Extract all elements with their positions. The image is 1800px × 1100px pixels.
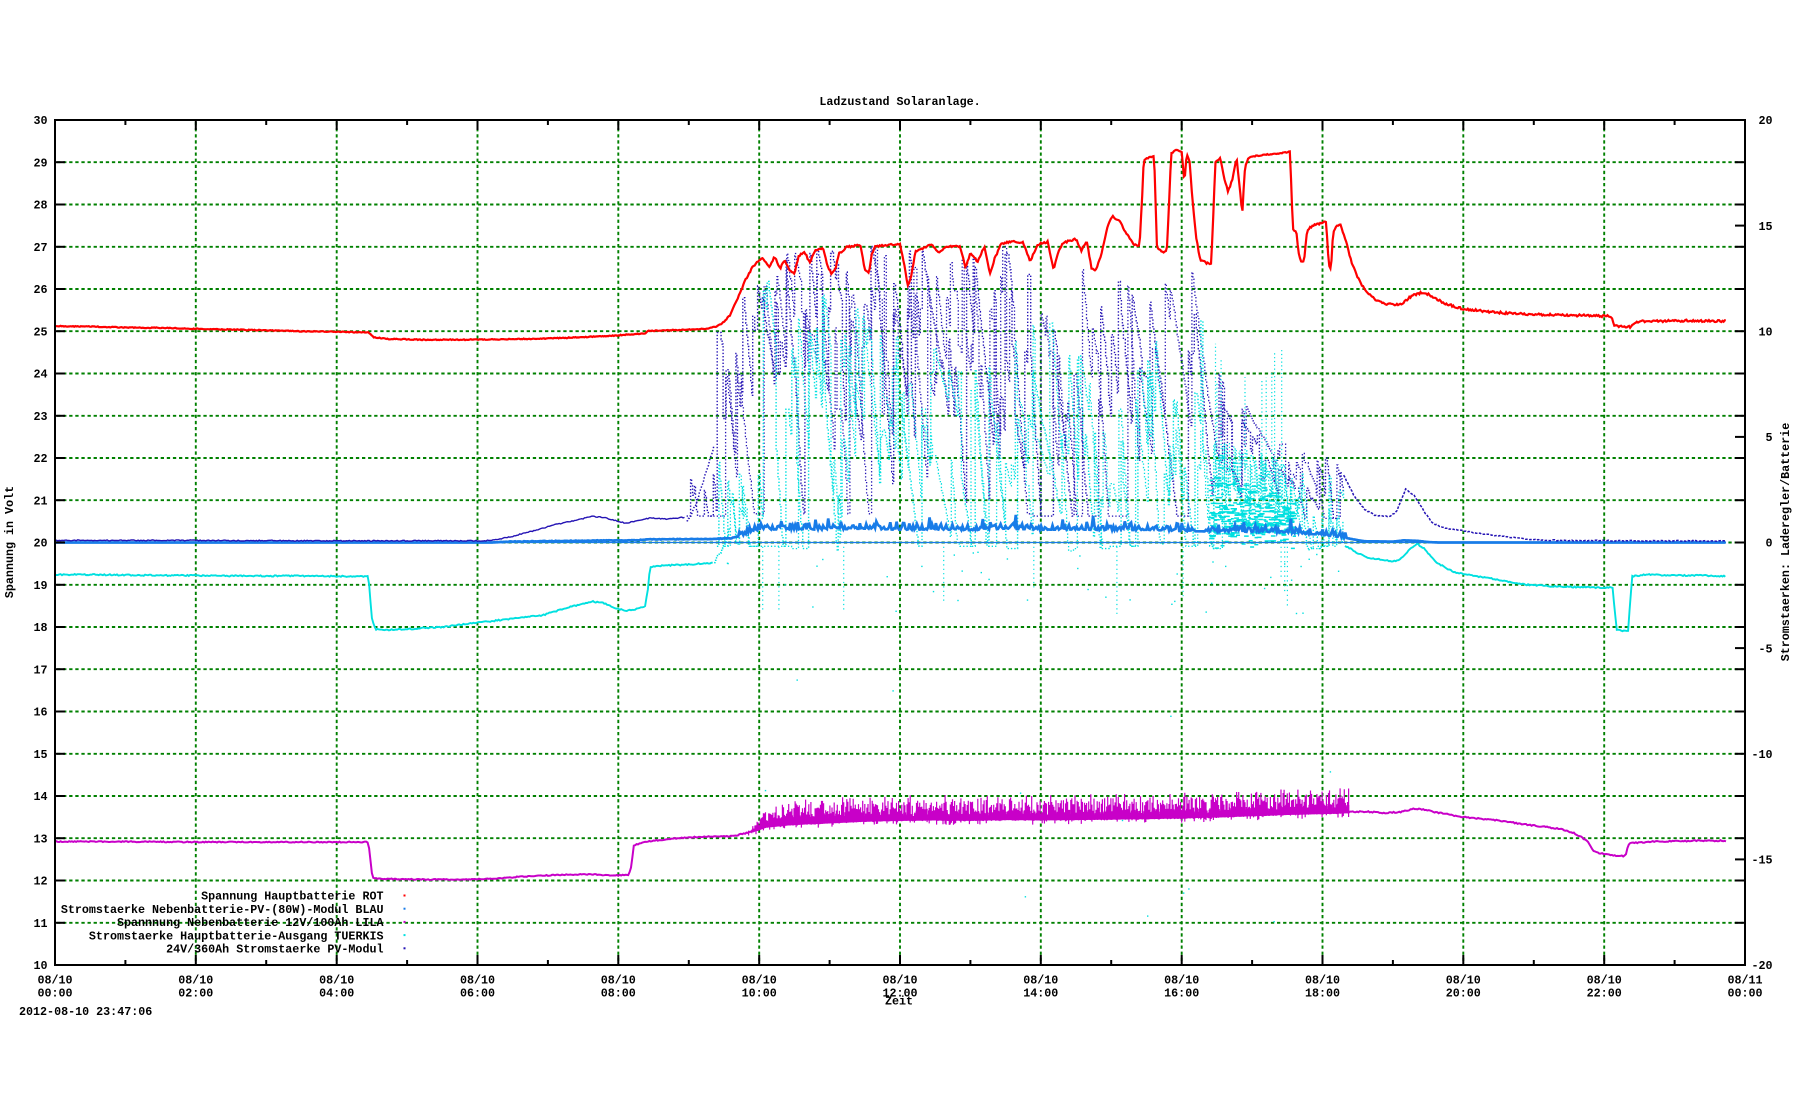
svg-text:30: 30	[33, 114, 47, 128]
svg-text:08/10: 08/10	[319, 974, 354, 988]
svg-text:Stromstaerken: Laderegler/Batt: Stromstaerken: Laderegler/Batterie	[1779, 423, 1793, 661]
svg-text:16:00: 16:00	[1164, 987, 1199, 1001]
svg-text:08/10: 08/10	[1023, 974, 1058, 988]
svg-text:0: 0	[1765, 537, 1772, 551]
svg-text:08:00: 08:00	[601, 987, 636, 1001]
svg-text:14:00: 14:00	[1023, 987, 1058, 1001]
svg-text:15: 15	[33, 748, 47, 762]
svg-text:5: 5	[1765, 431, 1772, 445]
svg-text:25: 25	[33, 325, 47, 339]
svg-text:18:00: 18:00	[1305, 987, 1340, 1001]
svg-text:23: 23	[33, 410, 47, 424]
svg-text:19: 19	[33, 579, 47, 593]
svg-text:02:00: 02:00	[178, 987, 213, 1001]
svg-text:24: 24	[33, 368, 47, 382]
svg-text:08/11: 08/11	[1727, 974, 1762, 988]
svg-text:08/10: 08/10	[178, 974, 213, 988]
svg-text:28: 28	[33, 199, 47, 213]
svg-text:-15: -15	[1751, 854, 1772, 868]
svg-text:10: 10	[1758, 325, 1772, 339]
svg-text:2012-08-10 23:47:06: 2012-08-10 23:47:06	[19, 1005, 152, 1019]
svg-text:04:00: 04:00	[319, 987, 354, 1001]
svg-text:18: 18	[33, 621, 47, 635]
svg-text:06:00: 06:00	[460, 987, 495, 1001]
svg-text:11: 11	[33, 917, 47, 931]
svg-text:10:00: 10:00	[742, 987, 777, 1001]
svg-text:20:00: 20:00	[1446, 987, 1481, 1001]
svg-text:24V/360Ah Stromstaerke PV-Modu: 24V/360Ah Stromstaerke PV-Modul	[166, 943, 383, 957]
svg-text:08/10: 08/10	[742, 974, 777, 988]
svg-text:-10: -10	[1751, 748, 1772, 762]
svg-text:-20: -20	[1751, 959, 1772, 973]
svg-text:08/10: 08/10	[1164, 974, 1199, 988]
svg-text:10: 10	[33, 959, 47, 973]
svg-text:12: 12	[33, 875, 47, 889]
svg-text:29: 29	[33, 156, 47, 170]
svg-text:12:00: 12:00	[882, 987, 917, 1001]
svg-text:00:00: 00:00	[37, 987, 72, 1001]
svg-text:16: 16	[33, 706, 47, 720]
svg-text:15: 15	[1758, 220, 1772, 234]
svg-text:Zeit: Zeit	[885, 995, 913, 1009]
svg-text:08/10: 08/10	[601, 974, 636, 988]
svg-text:08/10: 08/10	[1587, 974, 1622, 988]
svg-text:-5: -5	[1758, 642, 1772, 656]
svg-text:13: 13	[33, 833, 47, 847]
svg-text:20: 20	[1758, 114, 1772, 128]
svg-text:Stromstaerke Nebenbatterie-PV-: Stromstaerke Nebenbatterie-PV-(80W)-Modu…	[61, 903, 384, 917]
svg-text:Spannung Hauptbatterie ROT: Spannung Hauptbatterie ROT	[201, 890, 383, 904]
svg-text:08/10: 08/10	[37, 974, 72, 988]
svg-text:20: 20	[33, 537, 47, 551]
svg-text:22:00: 22:00	[1587, 987, 1622, 1001]
svg-text:08/10: 08/10	[460, 974, 495, 988]
svg-text:08/10: 08/10	[1446, 974, 1481, 988]
svg-text:Spannung in Volt: Spannung in Volt	[3, 486, 17, 598]
svg-text:27: 27	[33, 241, 47, 255]
svg-text:26: 26	[33, 283, 47, 297]
svg-text:21: 21	[33, 494, 47, 508]
svg-text:Ladzustand Solaranlage.: Ladzustand Solaranlage.	[819, 95, 980, 109]
svg-text:00:00: 00:00	[1727, 987, 1762, 1001]
svg-text:08/10: 08/10	[1305, 974, 1340, 988]
svg-text:08/10: 08/10	[882, 974, 917, 988]
svg-text:Stromstaerke Hauptbatterie-Aus: Stromstaerke Hauptbatterie-Ausgang TUERK…	[89, 929, 384, 943]
svg-text:22: 22	[33, 452, 47, 466]
svg-text:17: 17	[33, 664, 47, 678]
svg-text:Spannnung Nebenbatterie 12V/10: Spannnung Nebenbatterie 12V/100Ah LILA	[117, 916, 385, 930]
svg-text:14: 14	[33, 790, 47, 804]
